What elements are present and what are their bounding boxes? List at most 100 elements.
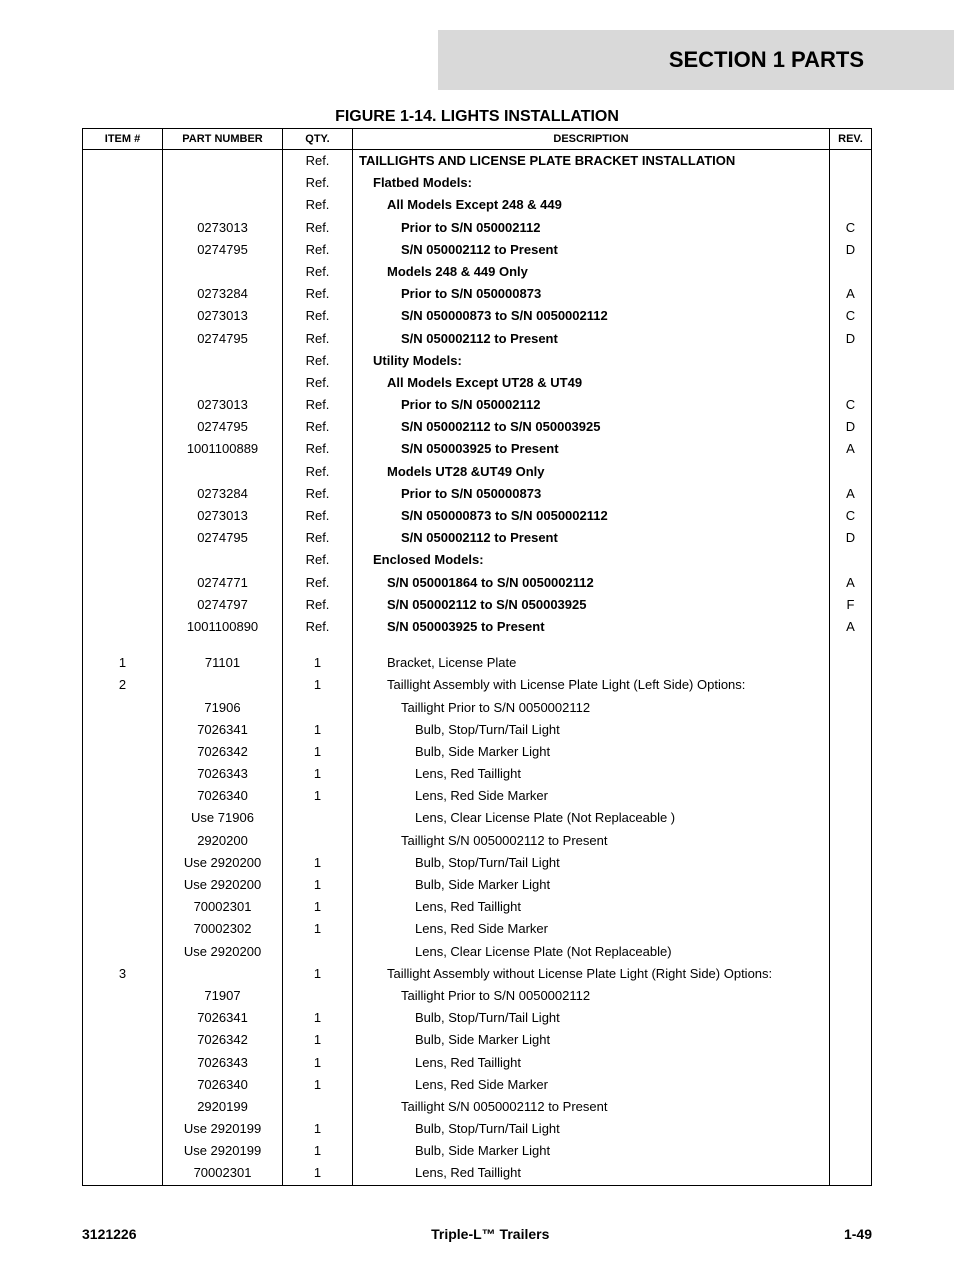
cell-part: [163, 461, 283, 483]
cell-rev: A: [830, 438, 872, 460]
cell-desc: Taillight Prior to S/N 0050002112: [353, 697, 830, 719]
cell-part: [163, 350, 283, 372]
table-row: 0273013Ref.S/N 050000873 to S/N 00500021…: [83, 505, 872, 527]
cell-item: [83, 549, 163, 571]
col-part: PART NUMBER: [163, 129, 283, 150]
cell-rev: D: [830, 527, 872, 549]
cell-item: [83, 1162, 163, 1185]
cell-desc: Lens, Clear License Plate (Not Replaceab…: [353, 807, 830, 829]
cell-desc: Bulb, Stop/Turn/Tail Light: [353, 1118, 830, 1140]
table-row: Use 29201991Bulb, Side Marker Light: [83, 1140, 872, 1162]
cell-desc: Taillight Assembly without License Plate…: [353, 963, 830, 985]
table-row: 0274797Ref.S/N 050002112 to S/N 05000392…: [83, 594, 872, 616]
cell-item: [83, 807, 163, 829]
cell-qty: 1: [283, 1052, 353, 1074]
col-rev: REV.: [830, 129, 872, 150]
cell-rev: D: [830, 416, 872, 438]
cell-part: [163, 261, 283, 283]
cell-desc: Lens, Red Side Marker: [353, 918, 830, 940]
cell-part: 71906: [163, 697, 283, 719]
cell-item: [83, 1140, 163, 1162]
cell-desc: All Models Except 248 & 449: [353, 194, 830, 216]
cell-item: [83, 194, 163, 216]
cell-part: 0273013: [163, 217, 283, 239]
cell-item: [83, 483, 163, 505]
cell-qty: 1: [283, 719, 353, 741]
cell-qty: 1: [283, 1162, 353, 1185]
cell-part: 0274795: [163, 328, 283, 350]
cell-part: Use 2920200: [163, 941, 283, 963]
cell-item: 1: [83, 652, 163, 674]
cell-part: 7026343: [163, 1052, 283, 1074]
cell-item: [83, 616, 163, 638]
table-row: 2920199Taillight S/N 0050002112 to Prese…: [83, 1096, 872, 1118]
cell-qty: 1: [283, 1029, 353, 1051]
cell-item: [83, 150, 163, 173]
cell-qty: 1: [283, 763, 353, 785]
cell-part: 0273284: [163, 283, 283, 305]
table-row: Use 29201991Bulb, Stop/Turn/Tail Light: [83, 1118, 872, 1140]
cell-qty: 1: [283, 918, 353, 940]
cell-qty: Ref.: [283, 549, 353, 571]
cell-desc: Lens, Red Side Marker: [353, 785, 830, 807]
cell-qty: Ref.: [283, 305, 353, 327]
cell-rev: D: [830, 239, 872, 261]
cell-rev: [830, 1096, 872, 1118]
cell-desc: Bracket, License Plate: [353, 652, 830, 674]
cell-rev: [830, 1007, 872, 1029]
cell-item: 2: [83, 674, 163, 696]
cell-qty: Ref.: [283, 283, 353, 305]
cell-desc: Lens, Clear License Plate (Not Replaceab…: [353, 941, 830, 963]
cell-rev: A: [830, 283, 872, 305]
header-bar: SECTION 1 PARTS: [438, 30, 954, 90]
cell-item: [83, 1029, 163, 1051]
cell-qty: 1: [283, 1118, 353, 1140]
cell-rev: [830, 350, 872, 372]
cell-qty: Ref.: [283, 505, 353, 527]
cell-desc: S/N 050000873 to S/N 0050002112: [353, 305, 830, 327]
cell-part: 70002301: [163, 896, 283, 918]
cell-qty: Ref.: [283, 527, 353, 549]
cell-desc: Models 248 & 449 Only: [353, 261, 830, 283]
cell-part: 71101: [163, 652, 283, 674]
cell-part: Use 2920199: [163, 1140, 283, 1162]
table-row: [83, 638, 872, 652]
cell-item: [83, 719, 163, 741]
cell-desc: Taillight Assembly with License Plate Li…: [353, 674, 830, 696]
cell-desc: Flatbed Models:: [353, 172, 830, 194]
table-row: Use 71906Lens, Clear License Plate (Not …: [83, 807, 872, 829]
cell-rev: F: [830, 594, 872, 616]
cell-desc: Bulb, Side Marker Light: [353, 1140, 830, 1162]
cell-part: 0274795: [163, 239, 283, 261]
cell-rev: [830, 1029, 872, 1051]
cell-item: [83, 172, 163, 194]
cell-item: [83, 372, 163, 394]
cell-desc: Prior to S/N 050002112: [353, 394, 830, 416]
cell-qty: Ref.: [283, 572, 353, 594]
cell-qty: Ref.: [283, 372, 353, 394]
cell-rev: [830, 461, 872, 483]
cell-part: Use 2920200: [163, 852, 283, 874]
cell-rev: A: [830, 483, 872, 505]
cell-rev: [830, 785, 872, 807]
cell-rev: [830, 549, 872, 571]
table-row: 0273013Ref.Prior to S/N 050002112C: [83, 217, 872, 239]
cell-qty: Ref.: [283, 616, 353, 638]
figure-title: FIGURE 1-14. LIGHTS INSTALLATION: [82, 108, 872, 126]
cell-qty: 1: [283, 874, 353, 896]
table-row: 70263421Bulb, Side Marker Light: [83, 1029, 872, 1051]
cell-rev: [830, 172, 872, 194]
cell-qty: 1: [283, 741, 353, 763]
cell-desc: Models UT28 &UT49 Only: [353, 461, 830, 483]
cell-qty: [283, 830, 353, 852]
cell-part: 1001100890: [163, 616, 283, 638]
cell-rev: [830, 874, 872, 896]
cell-rev: [830, 150, 872, 173]
cell-part: 7026343: [163, 763, 283, 785]
footer: 3121226 Triple-L™ Trailers 1-49: [82, 1226, 872, 1242]
cell-rev: [830, 896, 872, 918]
cell-qty: Ref.: [283, 328, 353, 350]
col-desc: DESCRIPTION: [353, 129, 830, 150]
cell-part: 0274795: [163, 527, 283, 549]
cell-rev: [830, 852, 872, 874]
